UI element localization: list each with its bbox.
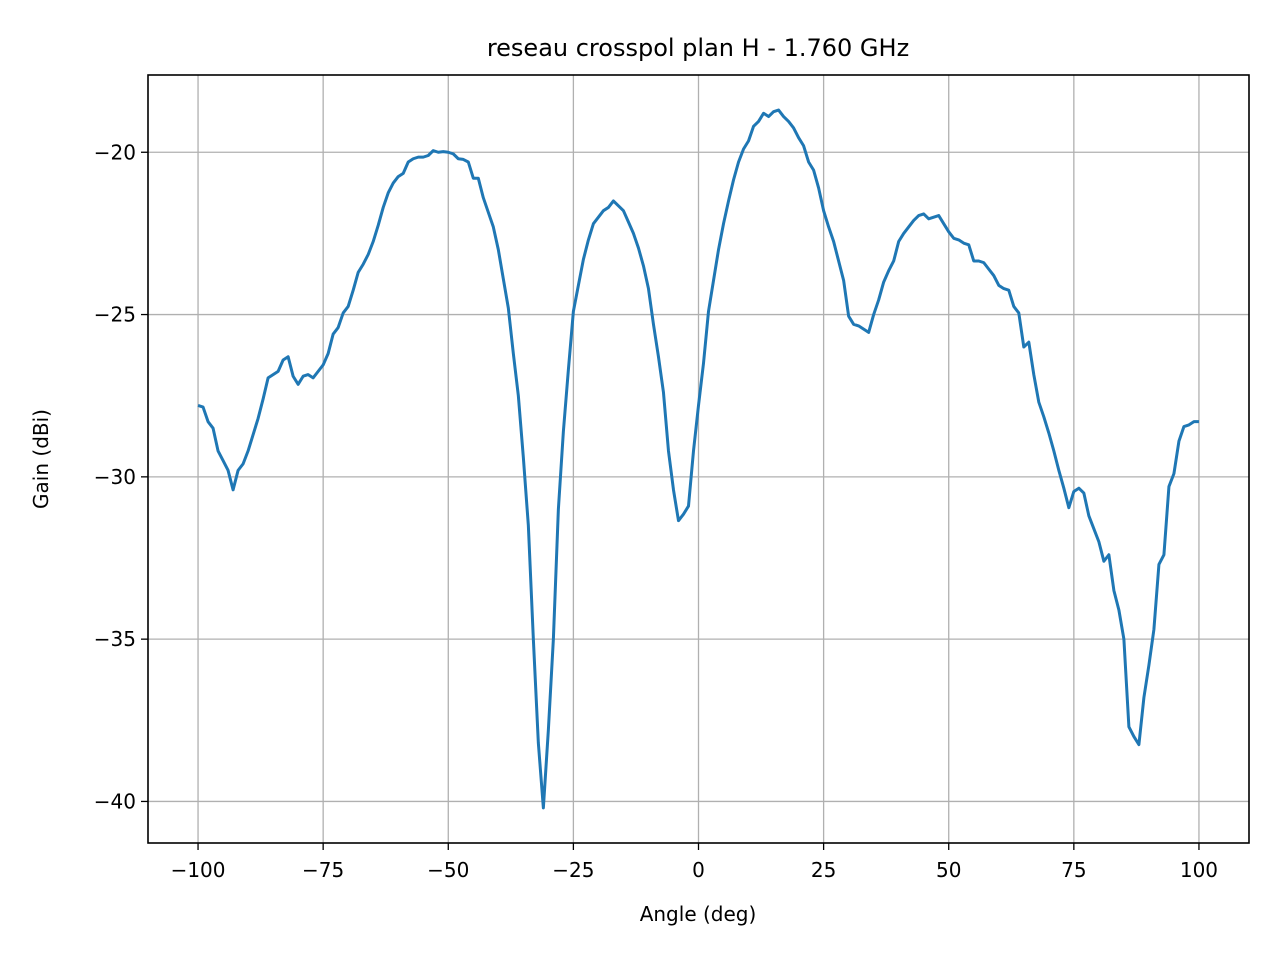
x-tick-label: −25 — [552, 858, 594, 882]
line — [197, 108, 1199, 810]
x-tick-label: 0 — [692, 858, 705, 882]
x-tick-label: −75 — [302, 858, 344, 882]
y-tick-label: −30 — [94, 465, 136, 489]
chart-title: reseau crosspol plan H - 1.760 GHz — [487, 34, 909, 62]
plot-frame — [147, 74, 1250, 844]
y-axis-label: Gain (dBi) — [29, 409, 53, 509]
x-tick-label: −100 — [171, 858, 226, 882]
y-tick-label: −35 — [94, 627, 136, 651]
x-axis-label: Angle (deg) — [640, 902, 757, 926]
y-tick-label: −40 — [94, 789, 136, 813]
x-tick-label: −50 — [427, 858, 469, 882]
x-tick-label: 25 — [811, 858, 836, 882]
y-tick-label: −25 — [94, 303, 136, 327]
x-tick-label: 75 — [1061, 858, 1086, 882]
y-tick-label: −20 — [94, 140, 136, 164]
x-tick-label: 50 — [936, 858, 961, 882]
x-tick-label: 100 — [1180, 858, 1218, 882]
